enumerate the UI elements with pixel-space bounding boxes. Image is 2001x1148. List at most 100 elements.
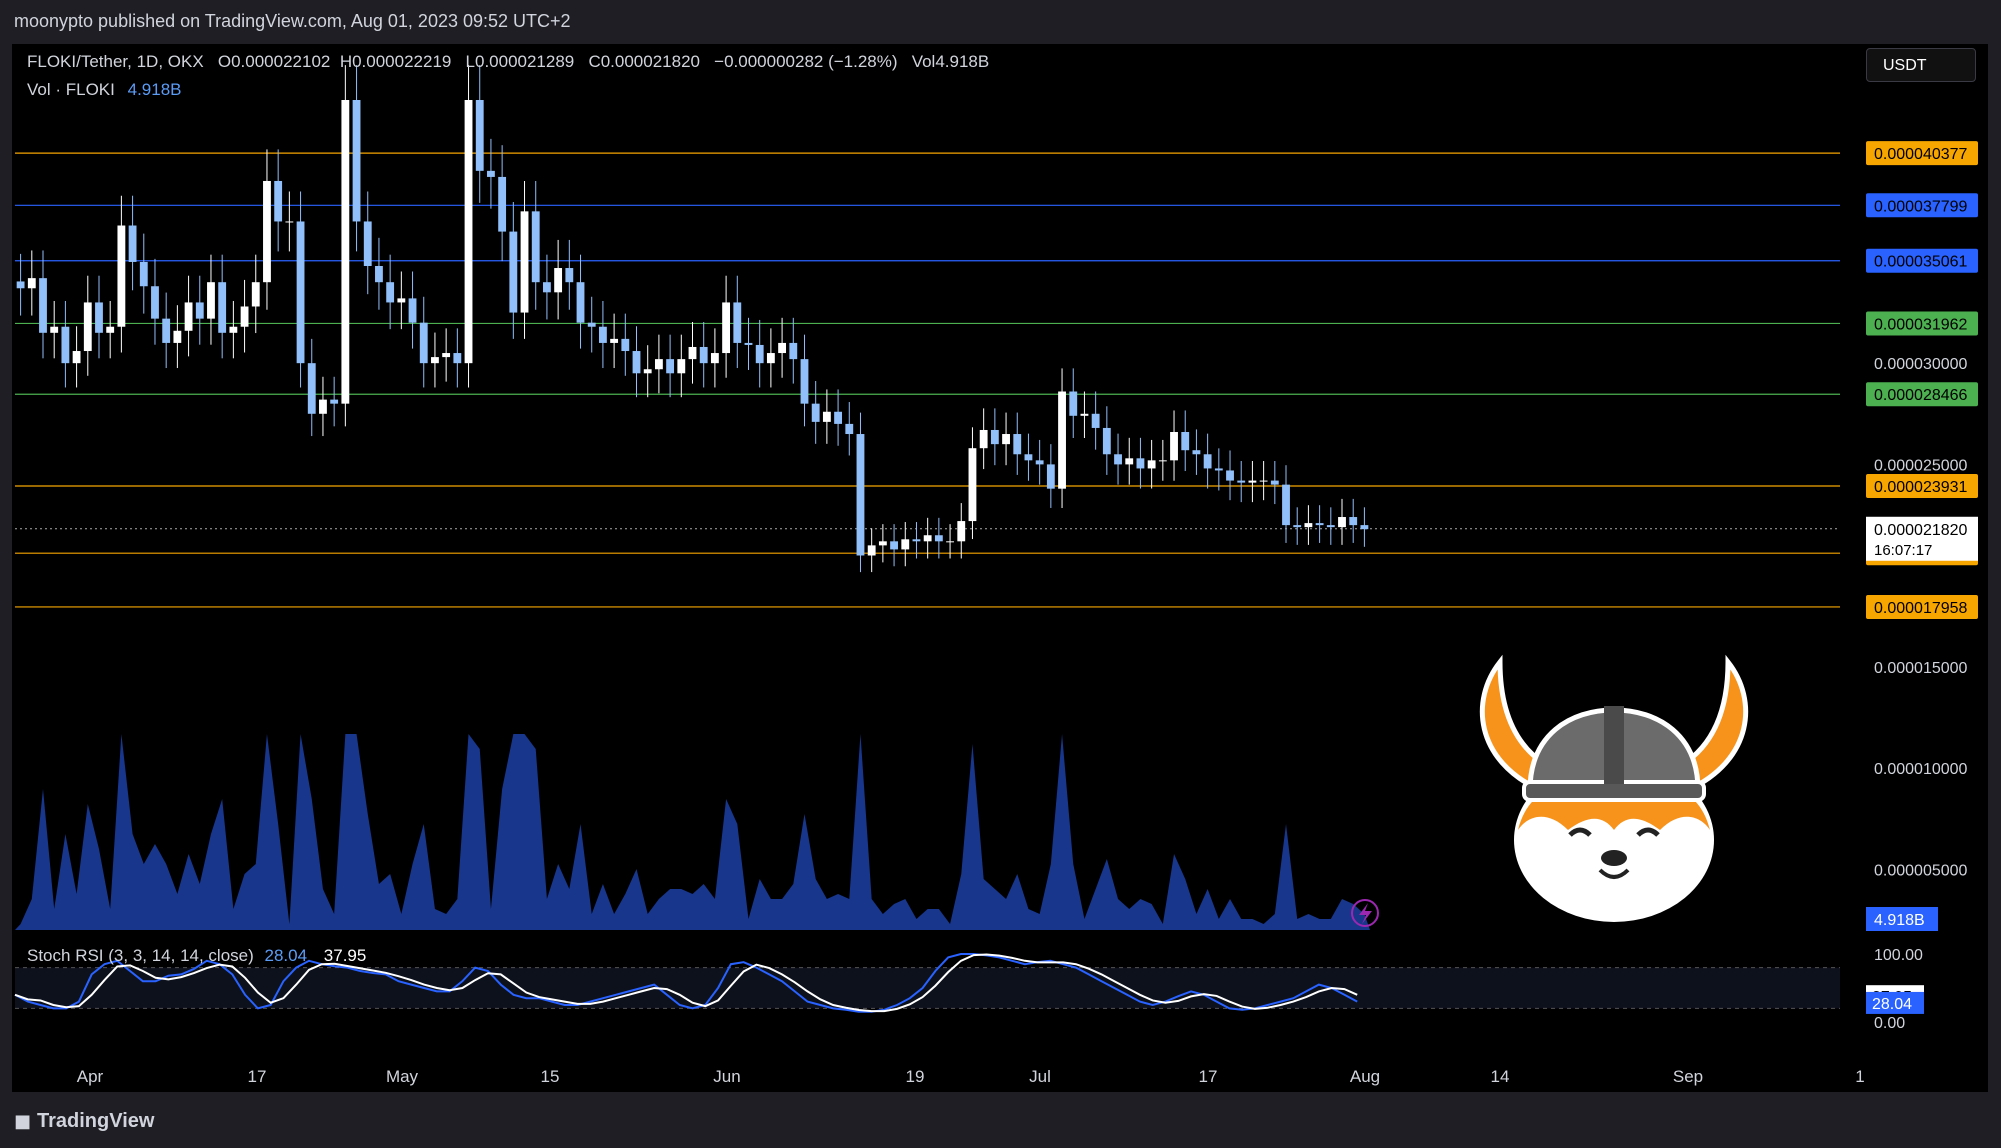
candle-body <box>61 326 70 364</box>
stoch-k-line <box>14 953 1358 1013</box>
candle-body <box>1282 484 1290 526</box>
stoch-y-tick: 100.00 <box>1874 947 1923 964</box>
footer-bar <box>0 1092 2001 1148</box>
candle-body <box>1080 413 1089 416</box>
candle-body <box>509 231 518 313</box>
x-tick-label: 17 <box>248 1067 267 1086</box>
volume-area <box>15 734 1370 930</box>
candle-body <box>1349 517 1358 526</box>
candle-body <box>173 330 182 343</box>
candle-body <box>341 100 350 404</box>
candle-body <box>1338 517 1346 528</box>
candle-body <box>475 100 484 171</box>
candle-body <box>531 211 540 283</box>
x-tick-label: 1 <box>1855 1067 1864 1086</box>
candle-body <box>453 353 462 364</box>
candle-body <box>1226 470 1234 481</box>
candle-body <box>576 282 585 323</box>
x-tick-label: 15 <box>541 1067 560 1086</box>
symbol-label: FLOKI/Tether, 1D, OKX <box>27 52 204 71</box>
candle-body <box>498 176 507 232</box>
candle-body <box>946 541 954 543</box>
candle-body <box>733 302 742 343</box>
candle-body <box>1035 460 1044 465</box>
candle-body <box>218 282 227 333</box>
candle-body <box>1293 525 1302 528</box>
logo-helmet-band <box>1522 780 1706 802</box>
candle-body <box>789 342 798 360</box>
x-tick-label: 19 <box>906 1067 925 1086</box>
candle-body <box>72 351 81 364</box>
candle-body <box>867 545 876 556</box>
candle-body <box>464 100 473 364</box>
stoch-y-tick: 0.00 <box>1874 1015 1905 1032</box>
publish-header: moonypto published on TradingView.com, A… <box>0 0 2001 44</box>
candle-body <box>442 353 451 358</box>
candle-body <box>1360 525 1369 530</box>
candle-body <box>431 357 439 364</box>
candle-body <box>565 268 574 283</box>
candle-body <box>822 411 831 422</box>
candle-body <box>375 266 383 283</box>
candle-body <box>296 221 305 364</box>
y-tick-label: 0.000025000 <box>1874 457 1968 474</box>
candle-body <box>16 281 25 289</box>
candle-body <box>901 539 910 550</box>
ohlc-legend: FLOKI/Tether, 1D, OKX O0.000022102 H0.00… <box>27 52 989 72</box>
candle-body <box>39 278 47 333</box>
stoch-k-value: 28.04 <box>264 946 308 965</box>
candle-body <box>1304 523 1313 528</box>
candle-body <box>184 302 193 331</box>
stoch-d-line <box>14 953 1358 1013</box>
level-label-bg <box>1866 193 1978 218</box>
candle-body <box>1091 413 1100 428</box>
x-tick-label: Sep <box>1673 1067 1703 1086</box>
candle-body <box>856 434 865 556</box>
candle-body <box>543 282 551 293</box>
x-tick-label: Apr <box>77 1067 104 1086</box>
candle-body <box>1315 523 1324 526</box>
level-label: 0.000028466 <box>1874 387 1968 404</box>
level-label: 0.000031962 <box>1874 316 1968 333</box>
candle-body <box>610 338 619 343</box>
candle-body <box>878 541 887 546</box>
candle-body <box>319 399 327 414</box>
tv-logo-icon: ■ <box>14 1111 32 1132</box>
candle-body <box>386 282 395 303</box>
volume-label-bg <box>1866 907 1938 931</box>
publish-text: moonypto published on TradingView.com, A… <box>14 11 571 31</box>
candle-body <box>755 344 764 364</box>
candle-body <box>1013 434 1022 455</box>
candle-body <box>162 318 171 343</box>
currency-button[interactable]: USDT <box>1866 48 1976 82</box>
lightning-icon[interactable] <box>1351 899 1379 927</box>
level-label: 0.000035061 <box>1874 254 1968 271</box>
y-tick-label: 0.000010000 <box>1874 761 1968 778</box>
candle-body <box>699 346 708 364</box>
candle-body <box>778 342 787 354</box>
x-tick-label: Jul <box>1029 1067 1051 1086</box>
candle-body <box>520 211 529 313</box>
y-tick-label: 0.000030000 <box>1874 356 1968 373</box>
candle-body <box>106 326 115 333</box>
candle-body <box>487 170 495 177</box>
stoch-d-value: 37.95 <box>323 946 367 965</box>
candle-body <box>587 322 596 327</box>
candle-body <box>811 403 820 422</box>
level-label-bg <box>1866 382 1978 407</box>
candle-body <box>274 180 283 222</box>
x-tick-label: Jun <box>713 1067 740 1086</box>
candle-body <box>1102 427 1111 455</box>
candle-body <box>766 353 775 364</box>
candle-body <box>710 353 719 364</box>
candle-body <box>139 261 148 287</box>
candle-body <box>1214 468 1223 471</box>
countdown-label: 16:07:17 <box>1874 542 1932 559</box>
candle-body <box>654 359 663 370</box>
candle-body <box>27 278 36 289</box>
candle-body <box>722 302 731 354</box>
x-tick-label: Aug <box>1350 1067 1380 1086</box>
candle-body <box>834 411 842 424</box>
candle-body <box>207 282 215 319</box>
